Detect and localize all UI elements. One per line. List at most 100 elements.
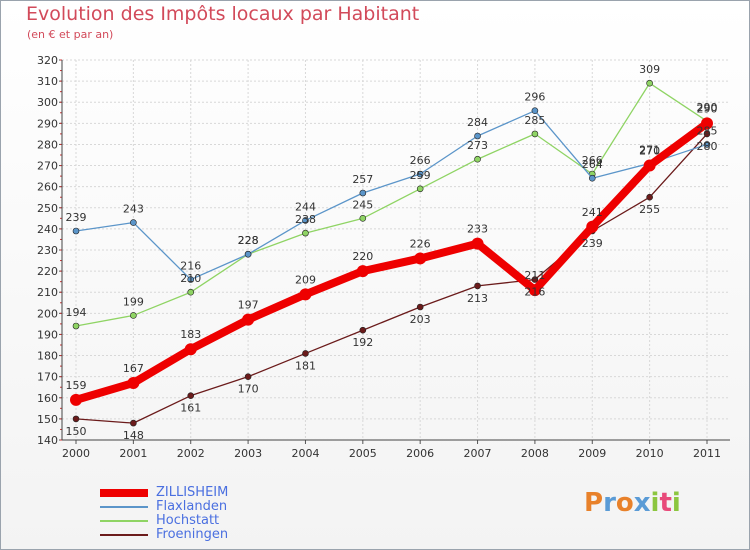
data-label-hochstatt: 273 [467, 139, 488, 152]
data-label-zillisheim: 270 [639, 145, 660, 158]
data-point-flaxlanden [187, 276, 195, 283]
logo-letter: i [650, 488, 660, 518]
y-tick-label: 160 [37, 392, 58, 405]
data-label-zillisheim: 211 [524, 269, 545, 282]
x-tick-label: 2007 [464, 447, 492, 460]
logo-letter: P [584, 488, 604, 518]
data-label-froeningen: 280 [697, 140, 718, 153]
legend-swatch-hochstatt [100, 520, 148, 522]
x-tick-label: 2010 [636, 447, 664, 460]
data-point-zillisheim [643, 159, 656, 172]
legend-item-hochstatt: Hochstatt [100, 513, 300, 528]
data-label-froeningen: 181 [295, 359, 316, 372]
data-label-flaxlanden: 243 [123, 203, 144, 216]
data-point-zillisheim [299, 288, 312, 301]
x-tick-label: 2009 [578, 447, 606, 460]
data-point-zillisheim [586, 220, 599, 233]
data-label-zillisheim: 290 [697, 102, 718, 115]
data-label-flaxlanden: 266 [410, 154, 431, 167]
data-label-froeningen: 150 [66, 425, 87, 438]
data-point-flaxlanden [531, 107, 539, 114]
data-point-flaxlanden [244, 250, 252, 258]
data-label-flaxlanden: 285 [697, 124, 718, 137]
series-line-flaxlanden [75, 110, 708, 281]
legend-swatch-flaxlanden [100, 506, 148, 508]
x-tick-label: 2001 [119, 447, 147, 460]
data-label-froeningen: 239 [582, 237, 603, 250]
x-tick-label: 2005 [349, 447, 377, 460]
series-line-zillisheim [72, 119, 711, 404]
data-label-hochstatt: 285 [524, 114, 545, 127]
y-tick-label: 190 [37, 328, 58, 341]
data-point-zillisheim [242, 313, 255, 326]
x-tick-label: 2002 [177, 447, 205, 460]
data-label-froeningen: 203 [410, 313, 431, 326]
data-label-zillisheim: 209 [295, 273, 316, 286]
data-label-zillisheim: 183 [180, 328, 201, 341]
data-label-hochstatt: 199 [123, 295, 144, 308]
data-point-froeningen [302, 350, 309, 357]
data-point-hochstatt [416, 185, 424, 193]
x-tick-label: 2011 [693, 447, 721, 460]
data-point-froeningen [703, 130, 711, 138]
data-label-flaxlanden: 296 [524, 91, 545, 104]
y-tick-label: 150 [37, 413, 58, 426]
y-tick-label: 320 [37, 54, 58, 67]
data-point-flaxlanden [302, 217, 309, 224]
data-label-flaxlanden: 228 [238, 234, 259, 247]
logo-letter: t [659, 488, 672, 518]
y-tick-label: 290 [37, 117, 58, 130]
data-point-zillisheim [414, 252, 427, 265]
legend-item-flaxlanden: Flaxlanden [100, 499, 300, 514]
data-label-zillisheim: 220 [352, 250, 373, 263]
data-point-froeningen [416, 303, 424, 311]
data-label-flaxlanden: 264 [582, 158, 603, 171]
data-label-zillisheim: 241 [582, 206, 603, 219]
x-tick-label: 2006 [406, 447, 434, 460]
data-point-zillisheim [701, 117, 713, 130]
data-label-hochstatt: 266 [582, 154, 603, 167]
data-point-flaxlanden [588, 174, 596, 182]
x-tick-label: 2008 [521, 447, 549, 460]
data-point-zillisheim [356, 265, 369, 278]
data-label-froeningen: 161 [180, 402, 201, 415]
data-label-froeningen: 255 [639, 203, 660, 216]
y-tick-label: 220 [37, 265, 58, 278]
data-point-hochstatt [130, 312, 137, 319]
data-point-zillisheim [70, 393, 82, 406]
data-point-froeningen [130, 419, 137, 427]
legend-label-hochstatt: Hochstatt [156, 513, 220, 528]
data-point-flaxlanden [72, 227, 80, 235]
series-line-froeningen [75, 133, 708, 424]
data-point-froeningen [187, 392, 195, 399]
data-point-hochstatt [72, 322, 80, 330]
data-point-hochstatt [187, 288, 195, 296]
data-point-zillisheim [184, 343, 197, 356]
data-label-flaxlanden: 271 [639, 143, 660, 156]
legend-label-zillisheim: ZILLISHEIM [156, 485, 229, 500]
y-tick-label: 250 [37, 202, 58, 215]
data-label-zillisheim: 167 [123, 362, 144, 375]
data-label-hochstatt: 228 [238, 234, 259, 247]
data-label-hochstatt: 194 [66, 306, 87, 319]
legend-label-froeningen: Froeningen [156, 527, 229, 542]
y-tick-label: 230 [37, 244, 58, 257]
legend-item-froeningen: Froeningen [100, 527, 300, 542]
logo-letter: i [671, 488, 681, 518]
data-label-froeningen: 170 [238, 383, 259, 396]
data-label-flaxlanden: 216 [180, 260, 201, 273]
data-label-zillisheim: 226 [410, 237, 431, 250]
data-point-froeningen [72, 415, 80, 423]
data-label-hochstatt: 309 [639, 63, 660, 76]
data-point-flaxlanden [130, 219, 137, 226]
y-tick-label: 300 [37, 96, 58, 109]
data-point-froeningen [474, 282, 481, 290]
data-label-froeningen: 216 [524, 286, 545, 299]
data-label-froeningen: 148 [123, 429, 144, 442]
y-tick-label: 140 [37, 434, 58, 447]
data-label-hochstatt: 259 [410, 169, 431, 182]
logo-letter: r [603, 488, 616, 518]
legend-item-zillisheim: ZILLISHEIM [100, 485, 300, 500]
y-tick-label: 310 [37, 75, 58, 88]
